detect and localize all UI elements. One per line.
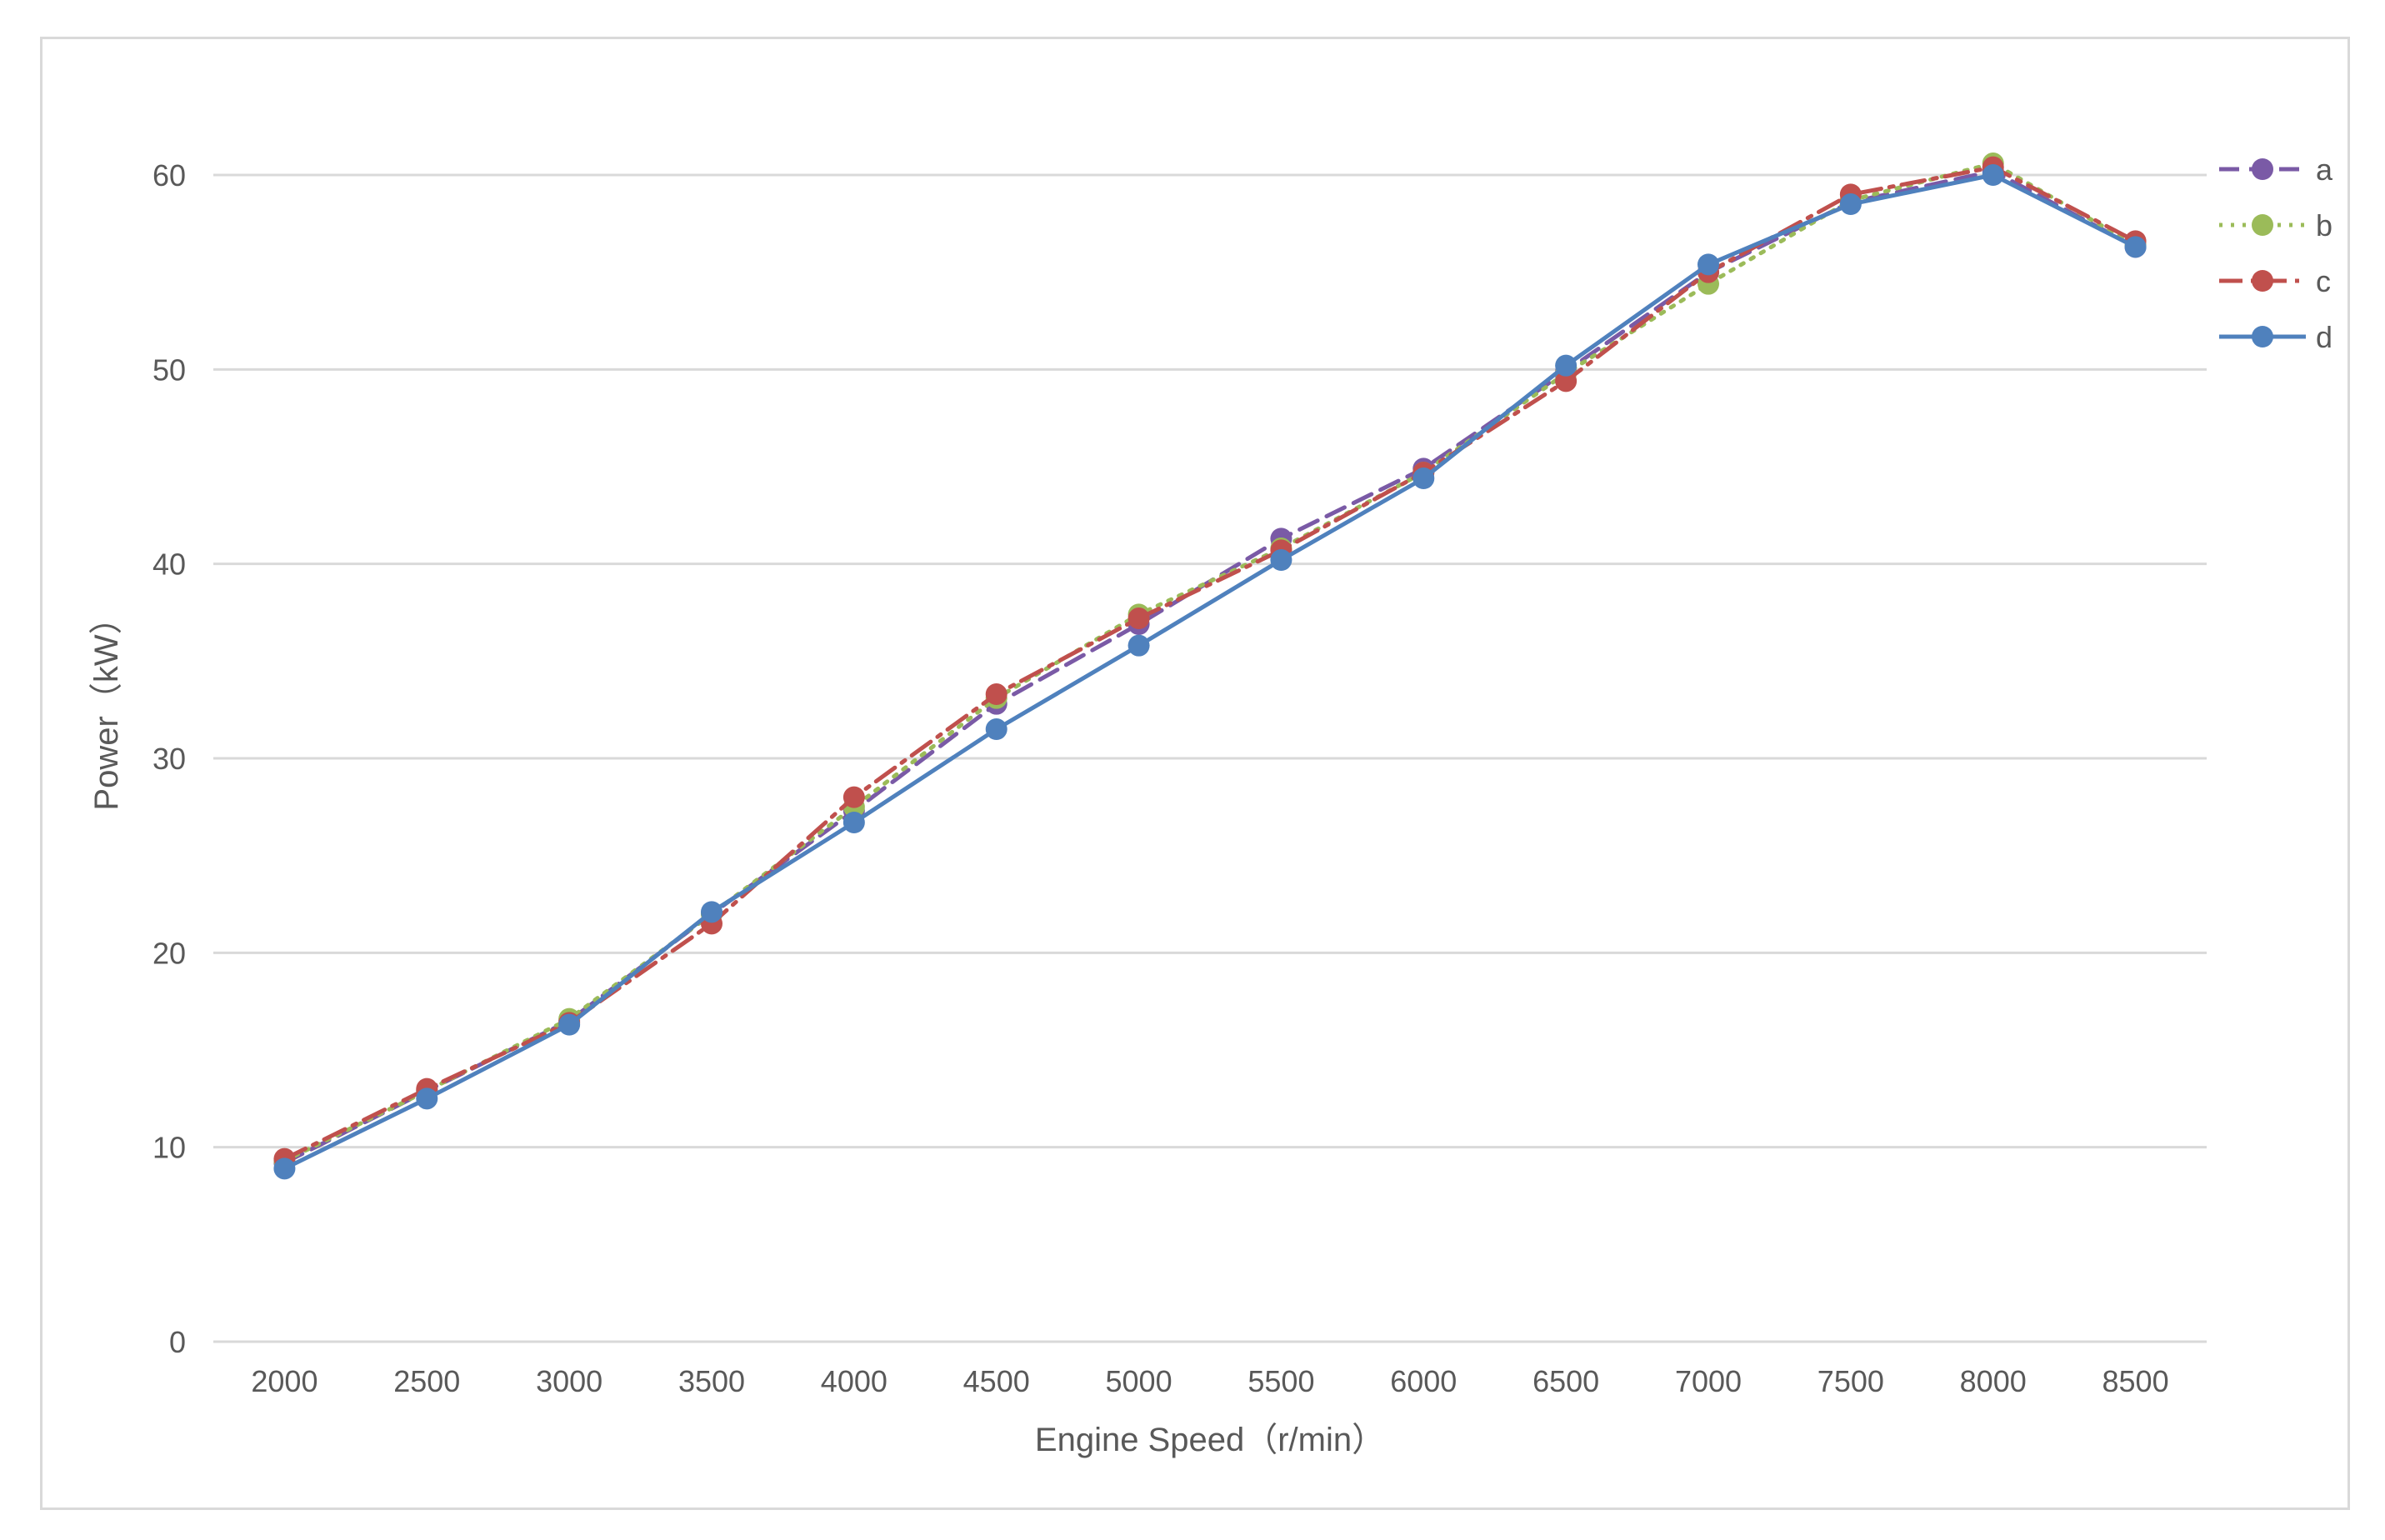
legend-item-a: a — [2219, 152, 2333, 187]
data-point-c — [985, 683, 1008, 706]
legend-item-c: c — [2219, 264, 2331, 298]
legend-marker-c — [2252, 270, 2273, 292]
legend-item-d: d — [2219, 320, 2332, 354]
data-point-d — [1839, 193, 1862, 216]
series-d — [273, 164, 2147, 1180]
x-tick-label: 6500 — [1532, 1364, 1599, 1398]
x-tick-label: 8500 — [2102, 1364, 2169, 1398]
legend-label-b: b — [2316, 208, 2332, 242]
series-line-d — [282, 172, 2138, 1171]
x-tick-label: 3000 — [536, 1364, 602, 1398]
legend-label-d: d — [2316, 320, 2332, 354]
series-a — [273, 160, 2147, 1174]
x-tick-label: 7500 — [1818, 1364, 1884, 1398]
series-lines — [273, 152, 2147, 1180]
grid-lines — [213, 173, 2207, 1343]
chart-frame: 0 10 20 30 40 50 60 2000 2500 3000 3500 4000 4500 50… — [40, 37, 2350, 1510]
power-vs-speed-chart: 0 10 20 30 40 50 60 2000 2500 3000 3500 4000 4500 50… — [88, 152, 2333, 1458]
x-tick-label: 2500 — [393, 1364, 460, 1398]
data-point-c — [842, 786, 865, 808]
y-tick-label: 40 — [152, 548, 186, 582]
x-tick-label: 5000 — [1106, 1364, 1172, 1398]
data-point-d — [701, 901, 722, 923]
x-tick-label: 4000 — [821, 1364, 888, 1398]
y-axis-title: Power（kW） — [88, 601, 125, 810]
x-tick-label: 3500 — [678, 1364, 745, 1398]
data-point-d — [273, 1158, 296, 1180]
y-tick-label: 10 — [152, 1131, 186, 1165]
legend-label-c: c — [2316, 264, 2331, 298]
data-point-d — [558, 1013, 581, 1036]
x-tick-label: 7000 — [1675, 1364, 1742, 1398]
data-point-c — [1128, 608, 1150, 630]
data-point-d — [842, 812, 865, 834]
data-point-d — [1270, 549, 1292, 572]
legend-label-a: a — [2316, 152, 2333, 187]
data-point-d — [1412, 468, 1435, 490]
x-axis-ticks: 2000 2500 3000 3500 4000 4500 5000 5500 6000 6500… — [251, 1364, 2168, 1398]
y-tick-label: 0 — [169, 1325, 186, 1359]
data-point-d — [1555, 354, 1578, 377]
data-point-c — [1555, 370, 1578, 392]
series-c — [273, 156, 2147, 1170]
legend-marker-b — [2252, 214, 2273, 236]
y-tick-label: 60 — [152, 158, 186, 192]
data-point-d — [1128, 634, 1150, 657]
data-point-d — [2124, 236, 2147, 258]
x-tick-label: 2000 — [251, 1364, 318, 1398]
y-tick-label: 30 — [152, 742, 186, 776]
y-axis-ticks: 0 10 20 30 40 50 60 — [152, 158, 186, 1359]
series-b — [273, 152, 2147, 1172]
legend-item-b: b — [2219, 208, 2332, 242]
x-tick-label: 5500 — [1248, 1364, 1314, 1398]
data-point-d — [1698, 253, 1719, 276]
x-axis-title: Engine Speed（r/min） — [1035, 1422, 1385, 1458]
x-tick-label: 8000 — [1960, 1364, 2027, 1398]
y-tick-label: 50 — [152, 352, 186, 387]
legend-marker-a — [2252, 158, 2273, 180]
x-tick-label: 6000 — [1390, 1364, 1457, 1398]
data-point-d — [985, 718, 1008, 741]
data-point-d — [1982, 164, 2004, 187]
series-line-b — [282, 161, 2138, 1163]
y-tick-label: 20 — [152, 936, 186, 970]
legend-marker-d — [2252, 326, 2273, 348]
x-tick-label: 4500 — [963, 1364, 1030, 1398]
series-line-c — [282, 165, 2138, 1162]
data-point-d — [416, 1088, 438, 1110]
